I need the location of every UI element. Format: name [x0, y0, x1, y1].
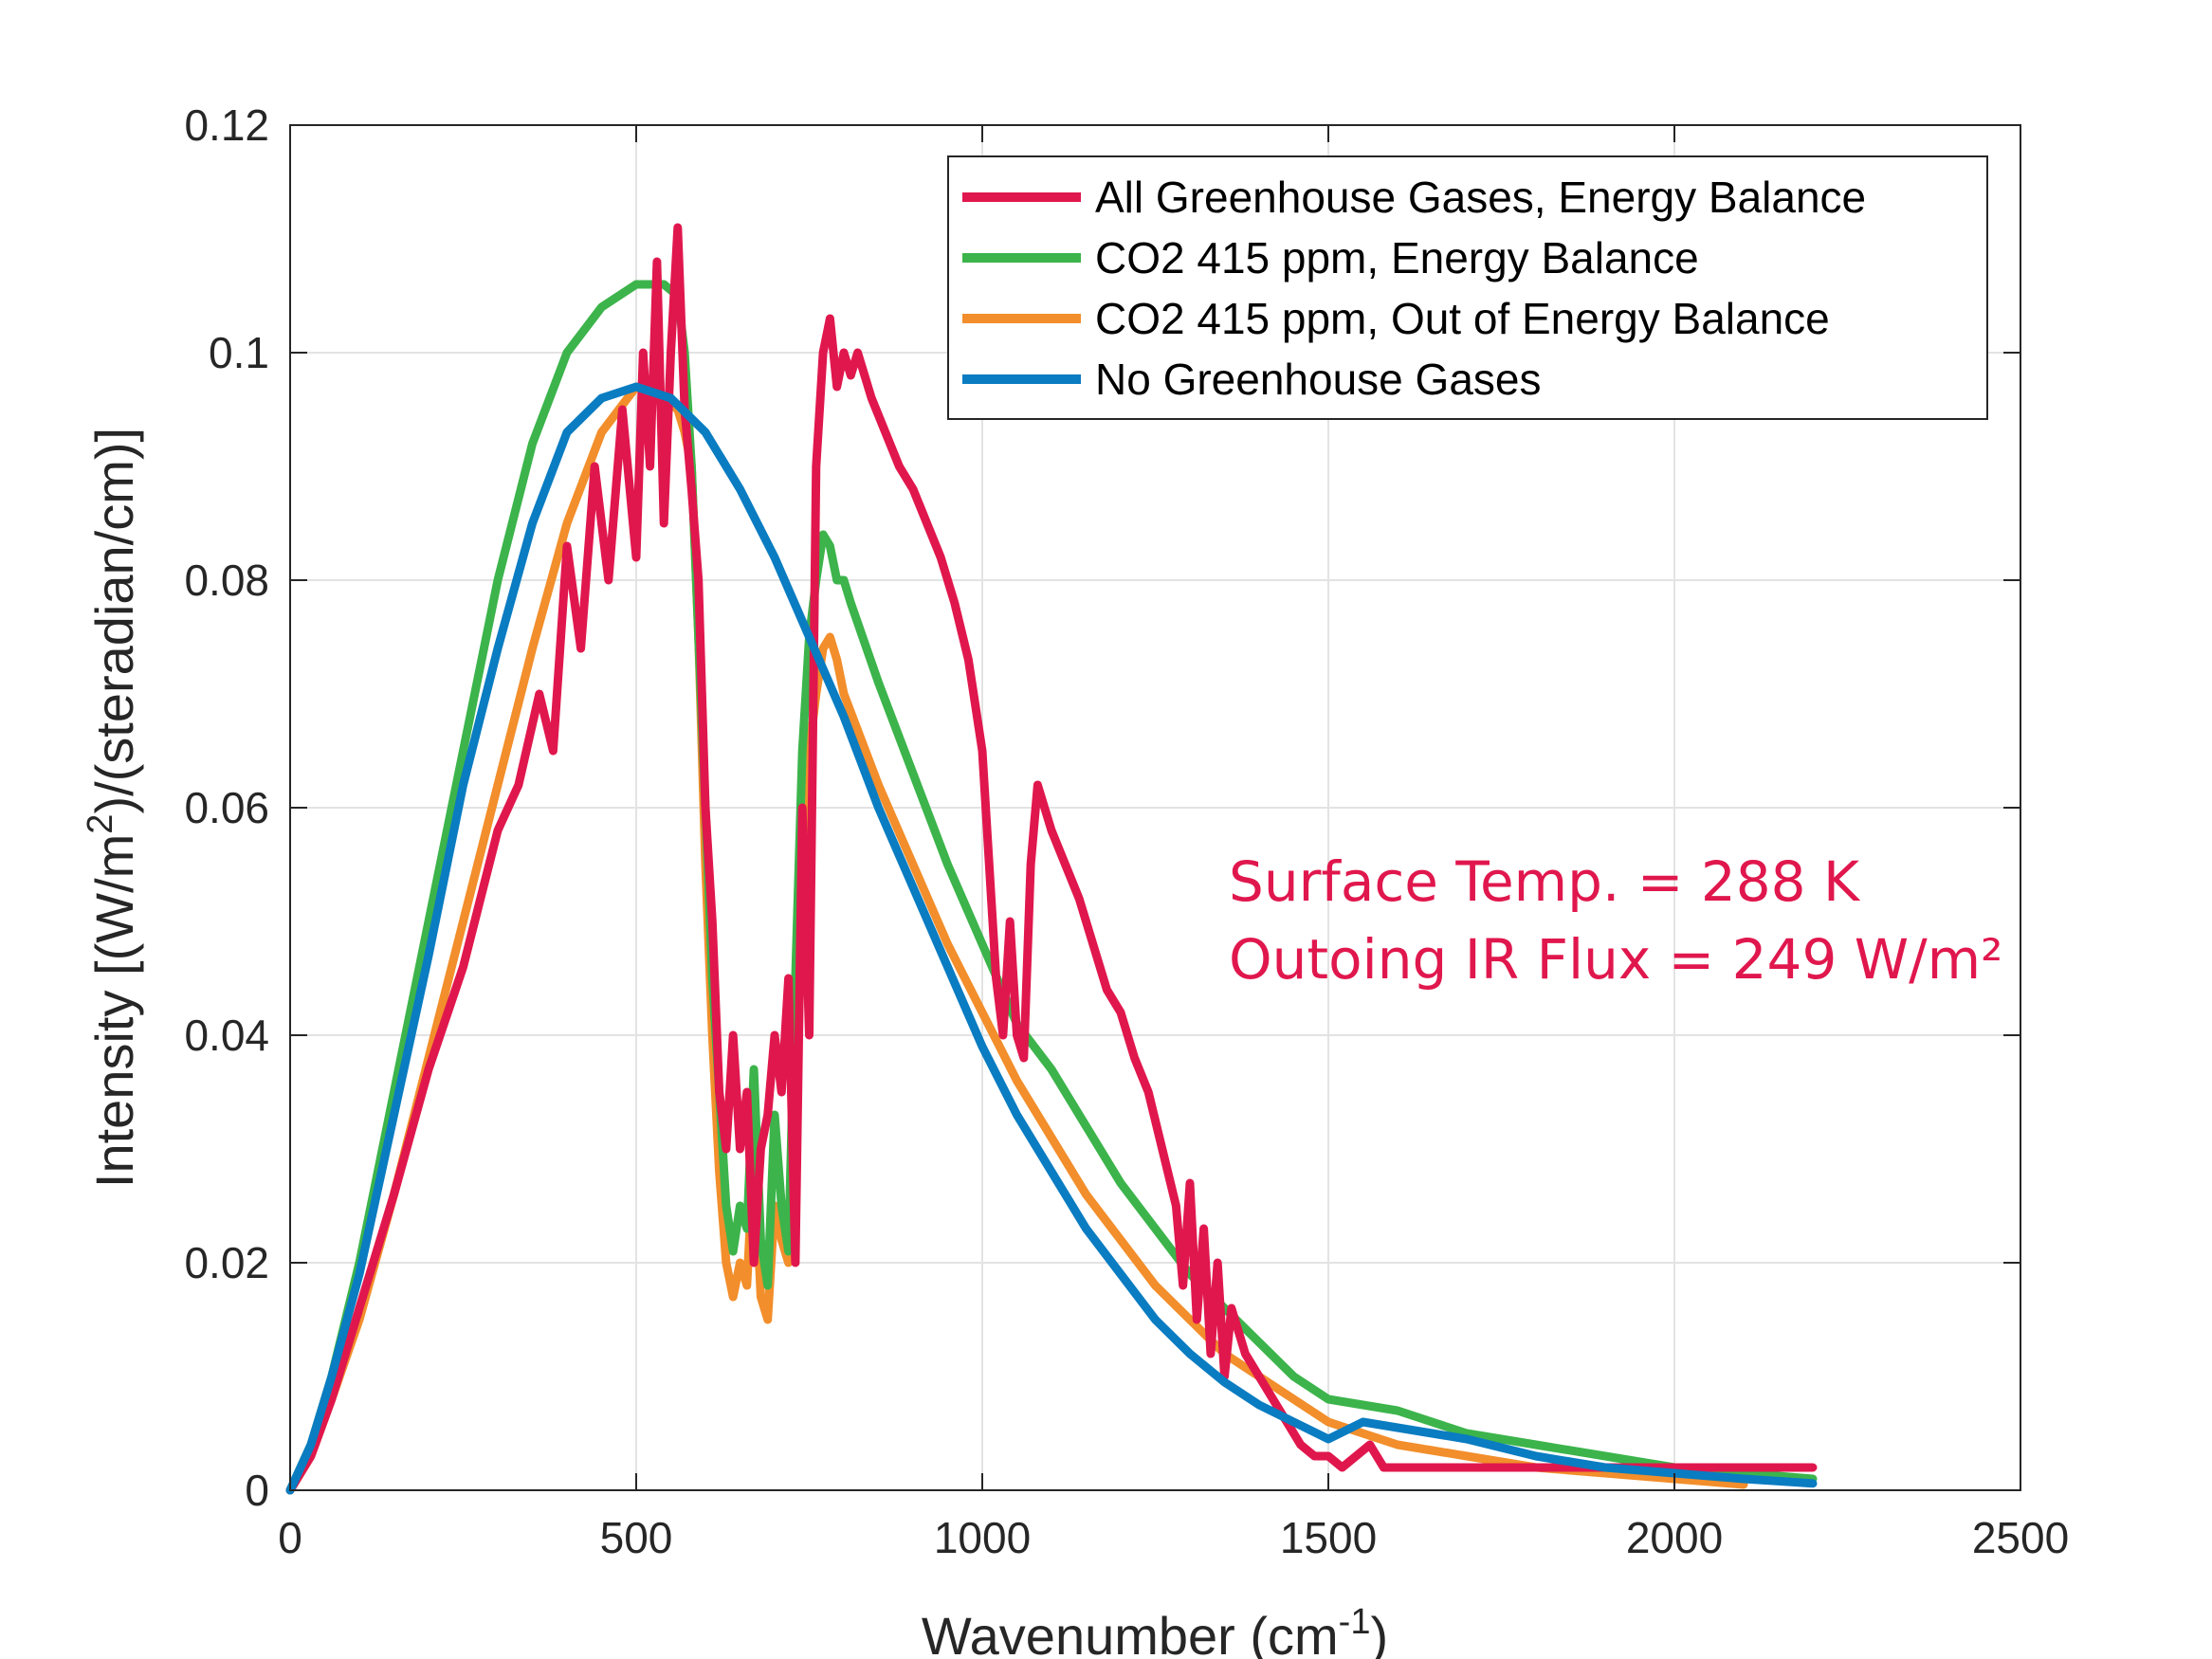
tick-labels: 0 500 1000 1500 2000 2500 0 0.02 0.04 0.06 0.08 0.1…	[184, 100, 2069, 1562]
annotation: Surface Temp. = 288 K Outoing IR Flux = …	[1229, 849, 2002, 992]
x-tick-label: 1500	[1280, 1513, 1377, 1562]
annotation-line-2: Outoing IR Flux = 249 W/m²	[1229, 927, 2002, 992]
y-axis-title: Intensity [(W/m2)/(steradian/cm)]	[81, 428, 144, 1188]
y-tick-label: 0.02	[184, 1238, 269, 1287]
annotation-line-1: Surface Temp. = 288 K	[1229, 849, 1861, 914]
x-tick-label: 2000	[1626, 1513, 1723, 1562]
plot-series	[285, 223, 1818, 1495]
legend-label: CO2 415 ppm, Energy Balance	[1095, 233, 1699, 283]
legend-label: No Greenhouse Gases	[1095, 355, 1542, 404]
series-line-no-greenhouse-gases	[285, 382, 1818, 1495]
legend-box	[947, 155, 1988, 420]
y-tick-label: 0	[245, 1466, 269, 1515]
y-tick-label: 0.06	[184, 783, 269, 832]
legend-label: All Greenhouse Gases, Energy Balance	[1095, 173, 1866, 222]
legend-label: CO2 415 ppm, Out of Energy Balance	[1095, 294, 1830, 343]
series-line-all-greenhouse-gases-energy-balance	[285, 223, 1818, 1495]
x-tick-label: 500	[600, 1513, 673, 1562]
x-tick-label: 2500	[1972, 1513, 2069, 1562]
axis-ticks	[289, 124, 2021, 1491]
x-tick-label: 0	[278, 1513, 302, 1562]
x-axis-title: Wavenumber (cm-1)	[922, 1602, 1388, 1659]
y-tick-label: 0.04	[184, 1011, 269, 1060]
y-tick-label: 0.1	[209, 328, 269, 377]
legend: All Greenhouse Gases, Energy Balance CO2 …	[947, 155, 1988, 420]
x-tick-label: 1000	[934, 1513, 1031, 1562]
y-tick-label: 0.12	[184, 100, 269, 150]
series-line-co2-415-ppm-energy-balance	[285, 280, 1818, 1495]
y-tick-label: 0.08	[184, 556, 269, 605]
